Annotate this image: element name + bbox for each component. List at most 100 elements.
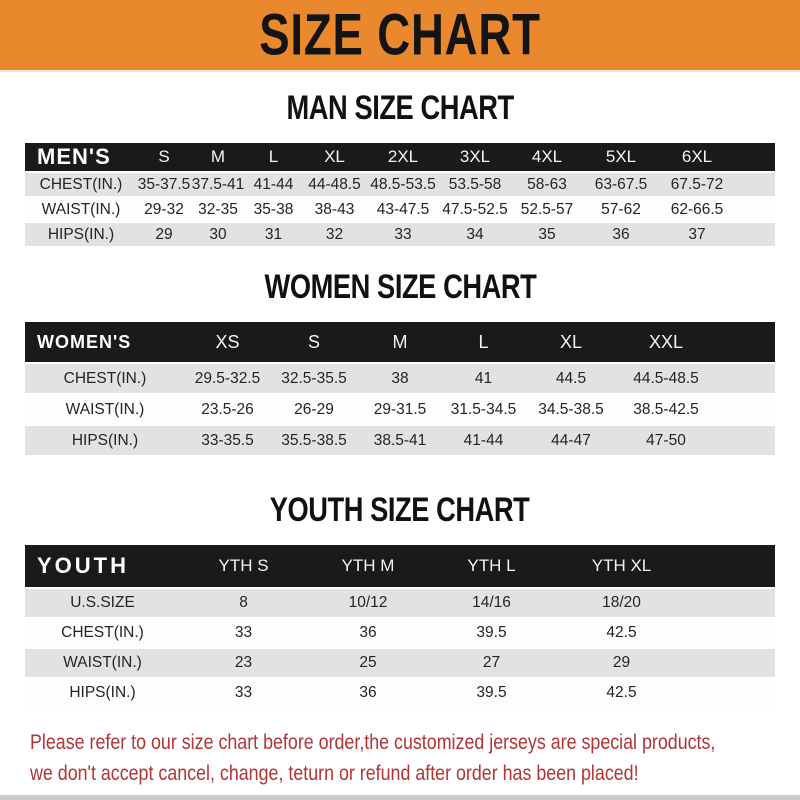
row-label: HIPS(IN.) [25, 679, 180, 707]
spacer-cell [735, 173, 775, 196]
men-section-heading: MAN SIZE CHART [286, 87, 514, 128]
table-row: HIPS(IN.) 33-35.5 35.5-38.5 38.5-41 41-44 44-… [25, 426, 775, 455]
table-label-header: YOUTH [25, 545, 180, 587]
size-cell: 39.5 [429, 679, 554, 707]
spacer-cell [735, 198, 775, 221]
row-label: WAIST(IN.) [25, 198, 137, 221]
row-label: HIPS(IN.) [25, 223, 137, 246]
row-label: WAIST(IN.) [25, 395, 185, 424]
table-header-row: YOUTH YTH S YTH M YTH L YTH XL [25, 545, 775, 587]
column-header: L [442, 322, 525, 362]
spacer-cell [715, 364, 775, 393]
size-cell: 57-62 [583, 198, 659, 221]
youth-size-table: YOUTH YTH S YTH M YTH L YTH XL U.S.SIZE 8 10/12… [25, 543, 775, 709]
spacer-cell [715, 426, 775, 455]
size-cell: 35.5-38.5 [270, 426, 358, 455]
size-cell: 41-44 [442, 426, 525, 455]
column-header: M [358, 322, 442, 362]
column-header: XL [302, 143, 367, 171]
size-cell: 44-48.5 [302, 173, 367, 196]
size-cell: 41 [442, 364, 525, 393]
column-header: XXL [617, 322, 715, 362]
size-cell: 18/20 [554, 589, 689, 617]
size-cell: 36 [307, 679, 429, 707]
disclaimer-line-2: we don't accept cancel, change, teturn o… [30, 761, 639, 785]
size-cell: 34.5-38.5 [525, 395, 617, 424]
column-header: M [191, 143, 245, 171]
size-cell: 27 [429, 649, 554, 677]
size-cell: 36 [583, 223, 659, 246]
size-cell: 38-43 [302, 198, 367, 221]
row-label: HIPS(IN.) [25, 426, 185, 455]
table-label-header: MEN'S [25, 143, 137, 171]
size-cell: 47.5-52.5 [439, 198, 511, 221]
column-header: 3XL [439, 143, 511, 171]
size-cell: 29 [554, 649, 689, 677]
size-cell: 44.5-48.5 [617, 364, 715, 393]
size-cell: 8 [180, 589, 307, 617]
size-cell: 35-38 [245, 198, 302, 221]
size-cell: 36 [307, 619, 429, 647]
row-label: WAIST(IN.) [25, 649, 180, 677]
table-header-row: MEN'S S M L XL 2XL 3XL 4XL 5XL 6XL [25, 143, 775, 171]
table-header-row: WOMEN'S XS S M L XL XXL [25, 322, 775, 362]
spacer-cell [715, 322, 775, 362]
table-row: WAIST(IN.) 23 25 27 29 [25, 649, 775, 677]
table-row: HIPS(IN.) 29 30 31 32 33 34 35 36 37 [25, 223, 775, 246]
column-header: XS [185, 322, 270, 362]
size-cell: 26-29 [270, 395, 358, 424]
size-cell: 32-35 [191, 198, 245, 221]
size-cell: 30 [191, 223, 245, 246]
spacer-cell [735, 223, 775, 246]
size-cell: 33 [180, 619, 307, 647]
banner-title: SIZE CHART [259, 1, 541, 68]
size-cell: 47-50 [617, 426, 715, 455]
spacer-cell [689, 679, 775, 707]
column-header: YTH S [180, 545, 307, 587]
size-cell: 44-47 [525, 426, 617, 455]
size-cell: 67.5-72 [659, 173, 735, 196]
disclaimer-line-1: Please refer to our size chart before or… [30, 730, 716, 754]
spacer-cell [689, 649, 775, 677]
spacer-cell [689, 589, 775, 617]
youth-section-heading: YOUTH SIZE CHART [270, 489, 530, 530]
size-cell: 33 [180, 679, 307, 707]
spacer-cell [715, 395, 775, 424]
size-cell: 38.5-41 [358, 426, 442, 455]
size-cell: 48.5-53.5 [367, 173, 439, 196]
row-label: CHEST(IN.) [25, 173, 137, 196]
size-cell: 23.5-26 [185, 395, 270, 424]
size-cell: 42.5 [554, 619, 689, 647]
table-row: CHEST(IN.) 35-37.5 37.5-41 41-44 44-48.5 48.5… [25, 173, 775, 196]
women-section-heading: WOMEN SIZE CHART [264, 266, 536, 307]
size-cell: 29-32 [137, 198, 191, 221]
size-cell: 25 [307, 649, 429, 677]
size-cell: 14/16 [429, 589, 554, 617]
size-cell: 34 [439, 223, 511, 246]
size-cell: 41-44 [245, 173, 302, 196]
disclaimer-note: Please refer to our size chart before or… [30, 727, 800, 789]
youth-section: YOUTH SIZE CHART YOUTH YTH S YTH M YTH L YTH… [0, 489, 800, 709]
table-label-header: WOMEN'S [25, 322, 185, 362]
column-header: YTH L [429, 545, 554, 587]
size-cell: 42.5 [554, 679, 689, 707]
table-row: CHEST(IN.) 33 36 39.5 42.5 [25, 619, 775, 647]
row-label: U.S.SIZE [25, 589, 180, 617]
row-label: CHEST(IN.) [25, 364, 185, 393]
size-cell: 33-35.5 [185, 426, 270, 455]
size-cell: 10/12 [307, 589, 429, 617]
size-cell: 62-66.5 [659, 198, 735, 221]
size-cell: 63-67.5 [583, 173, 659, 196]
spacer-cell [689, 545, 775, 587]
size-cell: 29.5-32.5 [185, 364, 270, 393]
size-cell: 53.5-58 [439, 173, 511, 196]
size-chart-banner: SIZE CHART [0, 0, 800, 72]
column-header: XL [525, 322, 617, 362]
table-row: WAIST(IN.) 29-32 32-35 35-38 38-43 43-47.5 47.… [25, 198, 775, 221]
size-cell: 38.5-42.5 [617, 395, 715, 424]
women-size-table: WOMEN'S XS S M L XL XXL CHEST(IN.) 29.5-32.5 32.5… [25, 320, 775, 457]
size-cell: 43-47.5 [367, 198, 439, 221]
size-cell: 44.5 [525, 364, 617, 393]
size-cell: 37 [659, 223, 735, 246]
